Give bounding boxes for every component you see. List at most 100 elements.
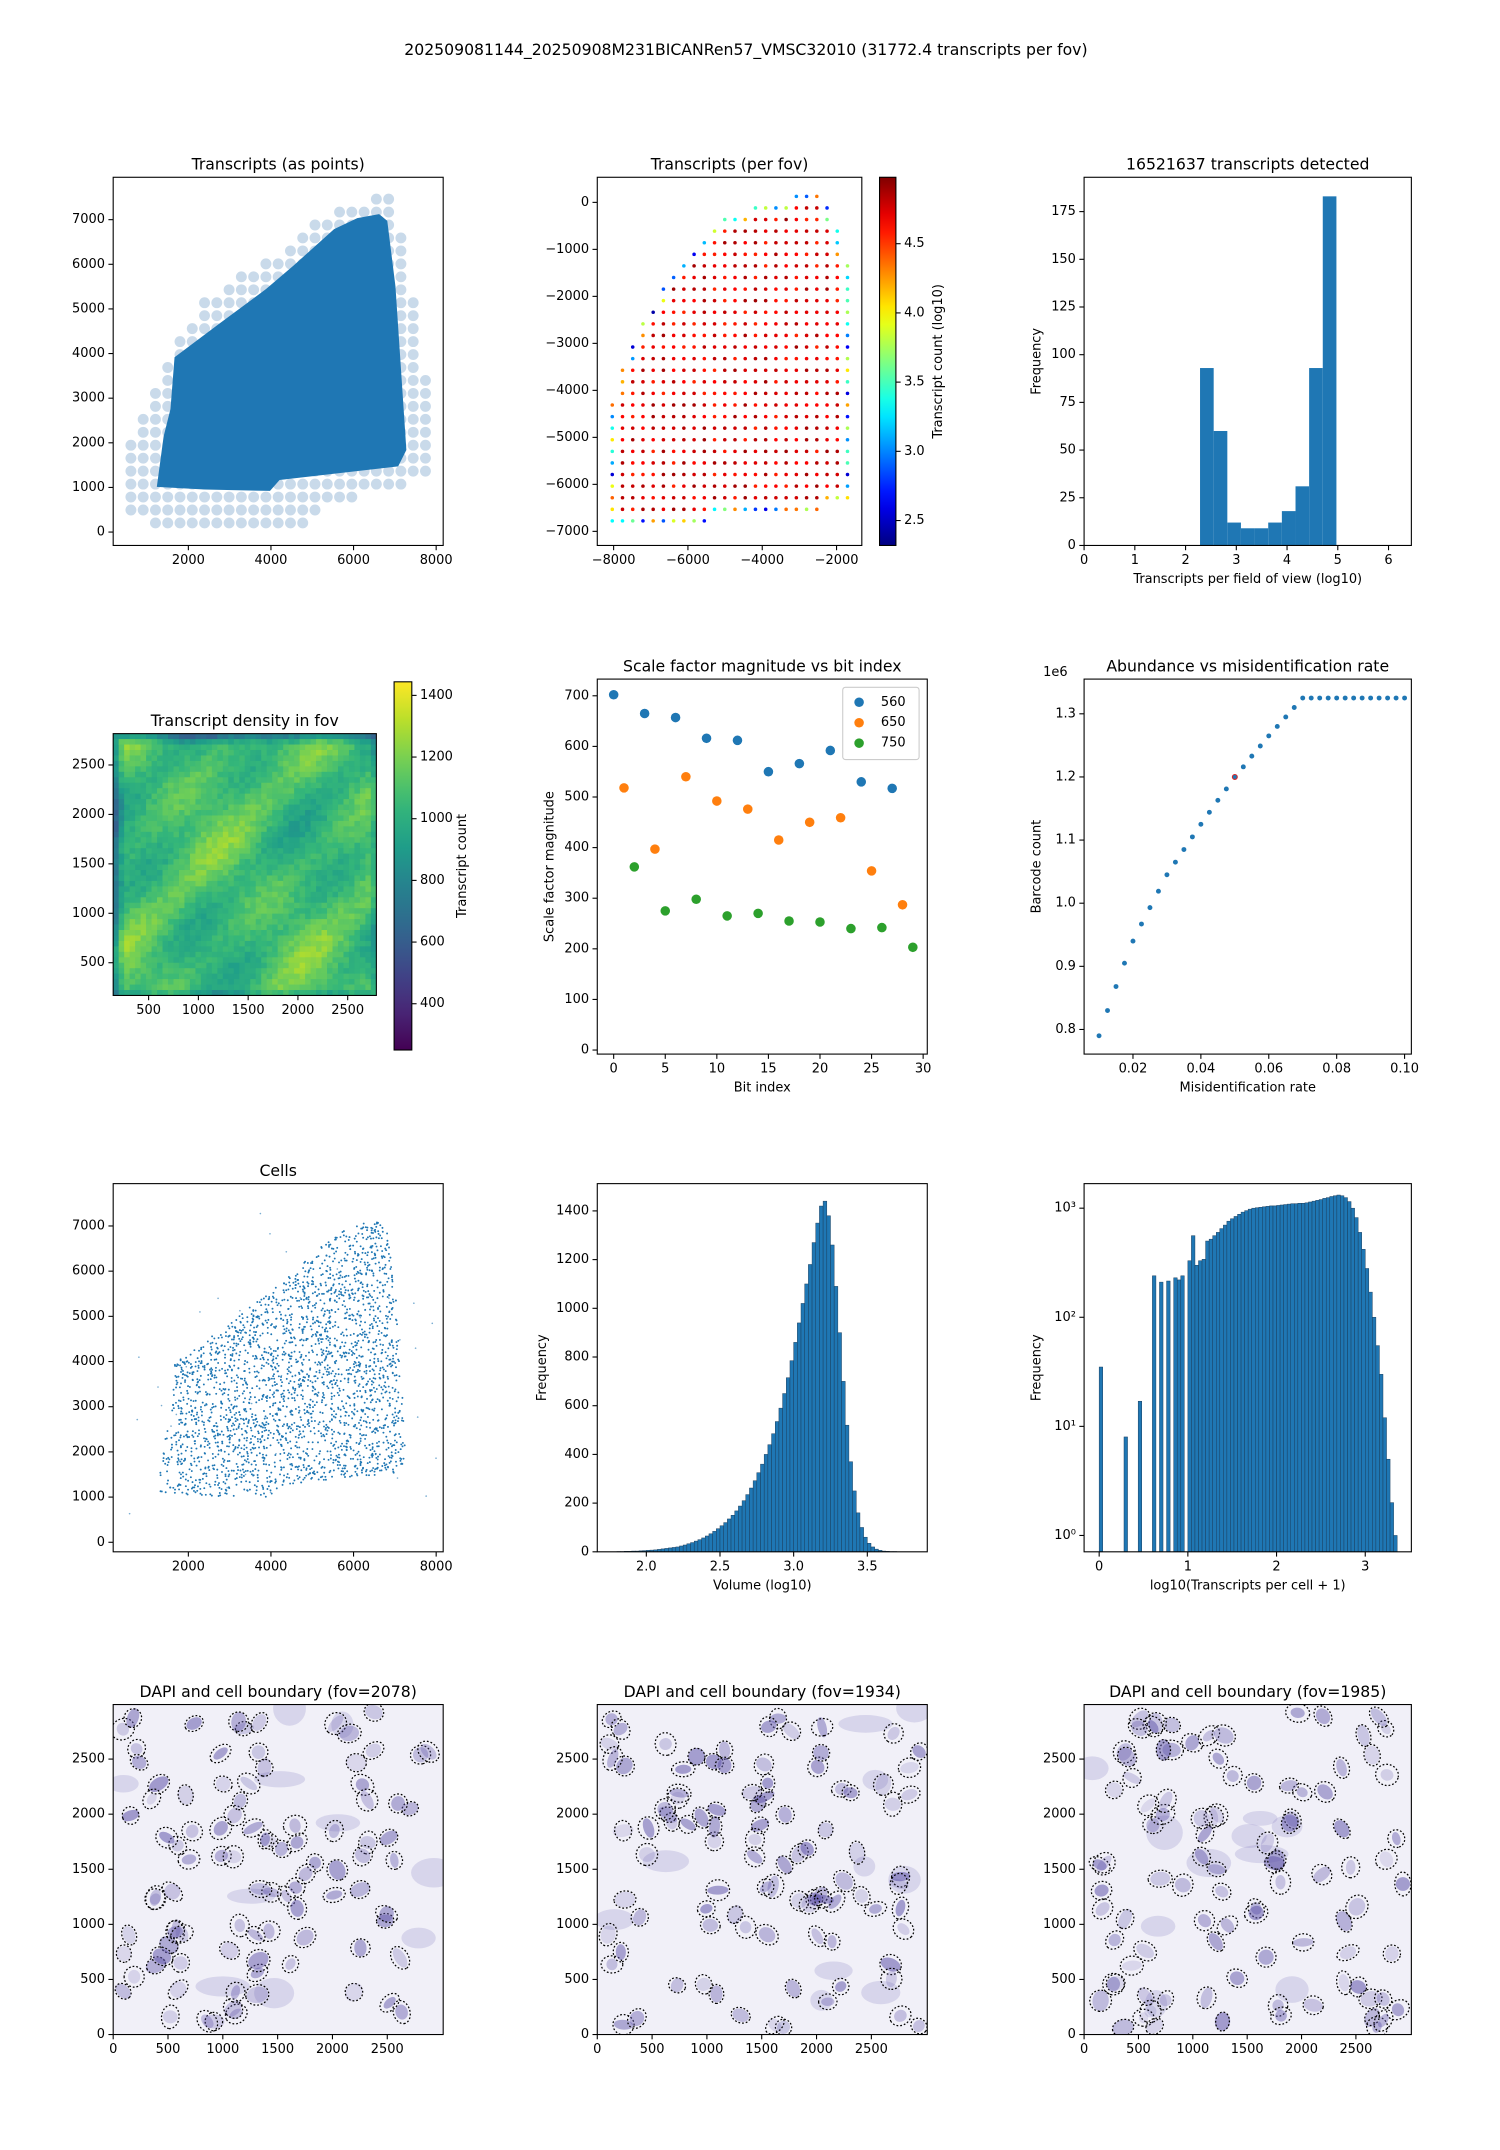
scatter-point	[1385, 695, 1391, 701]
density-cell	[168, 859, 174, 865]
density-cell	[321, 897, 328, 904]
fov-dot	[661, 356, 666, 361]
cell-dot	[246, 1452, 249, 1455]
density-cell	[255, 880, 262, 887]
fov-dot	[723, 507, 727, 512]
density-cell	[118, 749, 125, 756]
density-cell	[173, 793, 180, 800]
cell-dot	[286, 1454, 289, 1457]
cell-dot	[240, 1455, 243, 1458]
cell-dot	[240, 1329, 243, 1332]
density-cell	[299, 815, 306, 822]
density-cell	[228, 733, 235, 740]
fov-tile	[260, 504, 272, 516]
density-cell	[217, 771, 224, 778]
cell-dot	[367, 1348, 370, 1351]
fov-dot	[825, 449, 829, 454]
density-cell	[305, 880, 311, 887]
density-cell	[305, 793, 311, 800]
density-cell	[337, 755, 344, 762]
density-cell	[146, 957, 152, 964]
cell-dot	[330, 1395, 333, 1398]
density-cell	[343, 908, 350, 915]
cell-dot	[307, 1285, 310, 1288]
density-cell	[255, 820, 262, 827]
density-cell	[168, 744, 174, 751]
density-cell	[283, 837, 290, 844]
fov-tile	[420, 400, 431, 412]
fov-dot	[702, 264, 707, 268]
cell-dot	[389, 1268, 392, 1270]
density-cell	[272, 739, 279, 745]
fov-dot	[804, 507, 809, 512]
density-cell	[184, 771, 191, 778]
density-cell	[321, 968, 328, 975]
cell-dot	[252, 1474, 255, 1477]
density-cell	[266, 968, 273, 975]
fov-tile	[407, 323, 419, 335]
cell-dot	[298, 1305, 301, 1308]
cell-dot	[394, 1362, 397, 1364]
density-cell	[239, 853, 246, 860]
density-cell	[354, 908, 361, 915]
fov-dot	[743, 252, 747, 257]
cell-dot	[199, 1390, 201, 1393]
density-cell	[299, 886, 306, 893]
density-cell	[359, 962, 366, 969]
cell-dot	[344, 1289, 347, 1292]
cell-dot	[300, 1469, 303, 1472]
cell-dot	[381, 1322, 384, 1325]
density-cell	[124, 962, 131, 969]
cell-dot	[378, 1338, 381, 1341]
scatter-point	[804, 817, 815, 828]
density-cell	[299, 891, 306, 898]
fov-dot	[784, 345, 788, 349]
fov-dot	[794, 484, 799, 488]
density-cell	[162, 826, 169, 833]
density-cell	[239, 968, 246, 975]
fov-tile	[186, 323, 198, 335]
density-cell	[359, 897, 366, 904]
cell-dot	[246, 1469, 249, 1472]
density-cell	[162, 968, 169, 975]
density-cell	[211, 859, 218, 865]
fov-tile	[395, 258, 407, 270]
density-cell	[266, 744, 273, 751]
cell-dot	[358, 1354, 361, 1357]
density-cell	[310, 804, 317, 811]
density-cell	[332, 935, 339, 942]
density-cell	[370, 869, 377, 876]
fov-dot	[763, 495, 768, 500]
fov-dot	[753, 484, 758, 488]
cell-dot	[273, 1381, 276, 1384]
cell-dot	[255, 1357, 258, 1360]
fov-dot	[804, 403, 809, 407]
cell-dot	[211, 1452, 214, 1455]
density-cell	[217, 739, 224, 745]
density-cell	[118, 826, 125, 833]
density-cell	[222, 809, 229, 816]
density-cell	[178, 848, 185, 855]
density-cell	[294, 984, 301, 991]
cell-dot	[379, 1234, 382, 1237]
cell-dot	[159, 1474, 162, 1477]
density-cell	[244, 935, 251, 942]
density-cell	[118, 869, 125, 876]
fov-dot	[794, 426, 799, 430]
density-cell	[178, 973, 185, 980]
density-cell	[310, 826, 317, 833]
cell-dot	[271, 1404, 274, 1407]
density-cell	[316, 826, 322, 833]
fov-dot	[743, 403, 747, 407]
density-cell	[228, 886, 235, 893]
cell-dot	[331, 1433, 334, 1436]
cell-dot	[381, 1256, 384, 1259]
density-cell	[157, 929, 163, 936]
cell-dot	[243, 1326, 246, 1329]
fov-dot	[845, 449, 850, 454]
density-cell	[151, 902, 158, 909]
density-cell	[244, 957, 251, 964]
cell-dot	[325, 1243, 328, 1246]
cell-dot	[349, 1334, 352, 1336]
density-cell	[299, 842, 306, 849]
